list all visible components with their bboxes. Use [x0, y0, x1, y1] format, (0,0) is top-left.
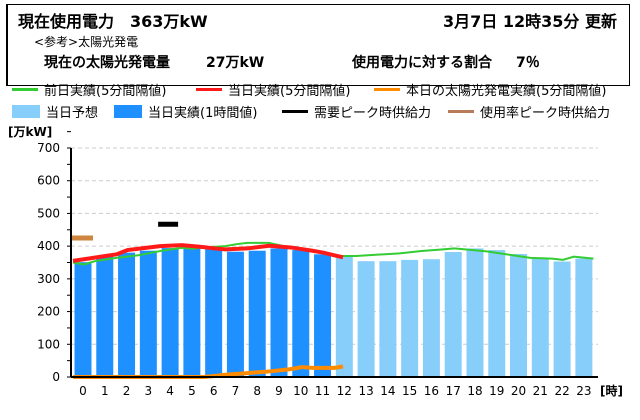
- x-tick-label: 11: [315, 384, 330, 398]
- forecast-bar: [401, 259, 419, 377]
- summary-panel: 現在使用電力 363万kW 3月7日 12時35分 更新 <参考>太陽光発電 現…: [6, 4, 630, 86]
- legend-item: 前日実績(5分間隔値): [12, 80, 166, 99]
- solar-label: 現在の太陽光発電量: [44, 55, 170, 71]
- actual-bar: [292, 250, 310, 377]
- x-tick-label: 0: [79, 384, 87, 398]
- x-tick-label: 10: [293, 384, 308, 398]
- actual-bar: [74, 262, 92, 377]
- x-tick-label: 7: [232, 384, 240, 398]
- forecast-bar: [444, 252, 462, 377]
- actual-bar: [183, 247, 201, 377]
- current-usage-label: 現在使用電力: [18, 12, 115, 31]
- y-tick-label: 400: [37, 239, 60, 253]
- x-axis-label: [時]: [600, 383, 623, 398]
- x-tick-label: 12: [337, 384, 352, 398]
- legend-swatch: [196, 88, 222, 91]
- legend-item: 当日実績(5分間隔値): [196, 80, 350, 99]
- y-tick-label: 0: [52, 370, 60, 384]
- legend-swatch: [114, 105, 142, 118]
- forecast-bar: [357, 261, 375, 377]
- legend-item: 需要ピーク時供給力: [282, 102, 431, 121]
- legend-label: 需要ピーク時供給力: [314, 106, 432, 121]
- x-tick-label: 9: [275, 384, 283, 398]
- legend-swatch: [12, 88, 38, 91]
- actual-bar: [205, 249, 223, 377]
- current-usage-value: 363万kW: [130, 12, 208, 31]
- actual-bar: [96, 256, 114, 377]
- x-tick-label: 6: [210, 384, 218, 398]
- x-tick-label: 5: [188, 384, 196, 398]
- legend-label: 当日実績(1時間値): [148, 106, 258, 121]
- legend-label: 当日実績(5分間隔値): [228, 84, 351, 99]
- actual-bar: [270, 248, 288, 377]
- legend-label: 当日予想: [46, 106, 99, 121]
- x-tick-label: 15: [402, 384, 417, 398]
- legend-swatch: [12, 105, 40, 118]
- legend-item: 当日実績(1時間値): [114, 102, 257, 121]
- forecast-bar: [575, 258, 593, 377]
- forecast-bar: [510, 253, 528, 377]
- actual-bar: [118, 252, 136, 377]
- legend-swatch: [448, 110, 474, 113]
- x-tick-label: 19: [489, 384, 504, 398]
- y-tick-label: 500: [37, 206, 60, 220]
- solar-value: 27万kW: [206, 55, 265, 71]
- x-tick-label: 18: [467, 384, 482, 398]
- y-tick-label: 700: [37, 141, 60, 155]
- forecast-bar: [488, 250, 506, 377]
- x-tick-label: 3: [145, 384, 153, 398]
- x-tick-label: 21: [533, 384, 548, 398]
- ratio-label: 使用電力に対する割合: [352, 55, 492, 71]
- x-tick-label: 2: [123, 384, 131, 398]
- x-tick-label: 4: [166, 384, 174, 398]
- forecast-bar: [422, 259, 440, 377]
- legend-label: 前日実績(5分間隔値): [44, 84, 167, 99]
- forecast-bar: [466, 248, 484, 377]
- legend-swatch: [282, 110, 308, 113]
- reference-label: <参考>太陽光発電: [34, 35, 139, 49]
- actual-bar: [226, 251, 244, 377]
- legend-label: 本日の太陽光発電実績(5分間隔値): [406, 84, 607, 99]
- x-tick-label: 8: [253, 384, 261, 398]
- actual-bar: [161, 248, 179, 377]
- y-tick-label: 600: [37, 174, 60, 188]
- x-tick-label: 1: [101, 384, 109, 398]
- forecast-bar: [379, 261, 397, 377]
- actual-bar: [248, 250, 266, 377]
- forecast-bar: [335, 255, 353, 377]
- y-axis-label: [万kW]: [8, 125, 52, 139]
- legend-swatch: [374, 88, 400, 91]
- x-tick-label: 16: [424, 384, 439, 398]
- update-time: 3月7日 12時35分 更新: [443, 12, 617, 31]
- x-tick-label: 22: [554, 384, 569, 398]
- legend-item: 当日予想: [12, 102, 98, 121]
- legend-label: 使用率ピーク時供給力: [480, 106, 611, 121]
- forecast-bar: [531, 258, 549, 377]
- y-tick-label: 100: [37, 337, 60, 351]
- ratio-value: 7％: [516, 55, 540, 71]
- today-line: [72, 243, 344, 263]
- x-tick-label: 14: [380, 384, 395, 398]
- legend-item: 本日の太陽光発電実績(5分間隔値): [374, 80, 606, 99]
- forecast-bar: [553, 261, 571, 377]
- x-tick-label: 17: [446, 384, 461, 398]
- actual-bar: [314, 254, 332, 377]
- x-tick-label: 20: [511, 384, 526, 398]
- y-tick-label: 200: [37, 305, 60, 319]
- x-tick-label: 13: [358, 384, 373, 398]
- y-tick-label: 300: [37, 272, 60, 286]
- x-tick-label: 23: [576, 384, 591, 398]
- actual-bar: [139, 250, 157, 377]
- legend-item: 使用率ピーク時供給力: [448, 102, 610, 121]
